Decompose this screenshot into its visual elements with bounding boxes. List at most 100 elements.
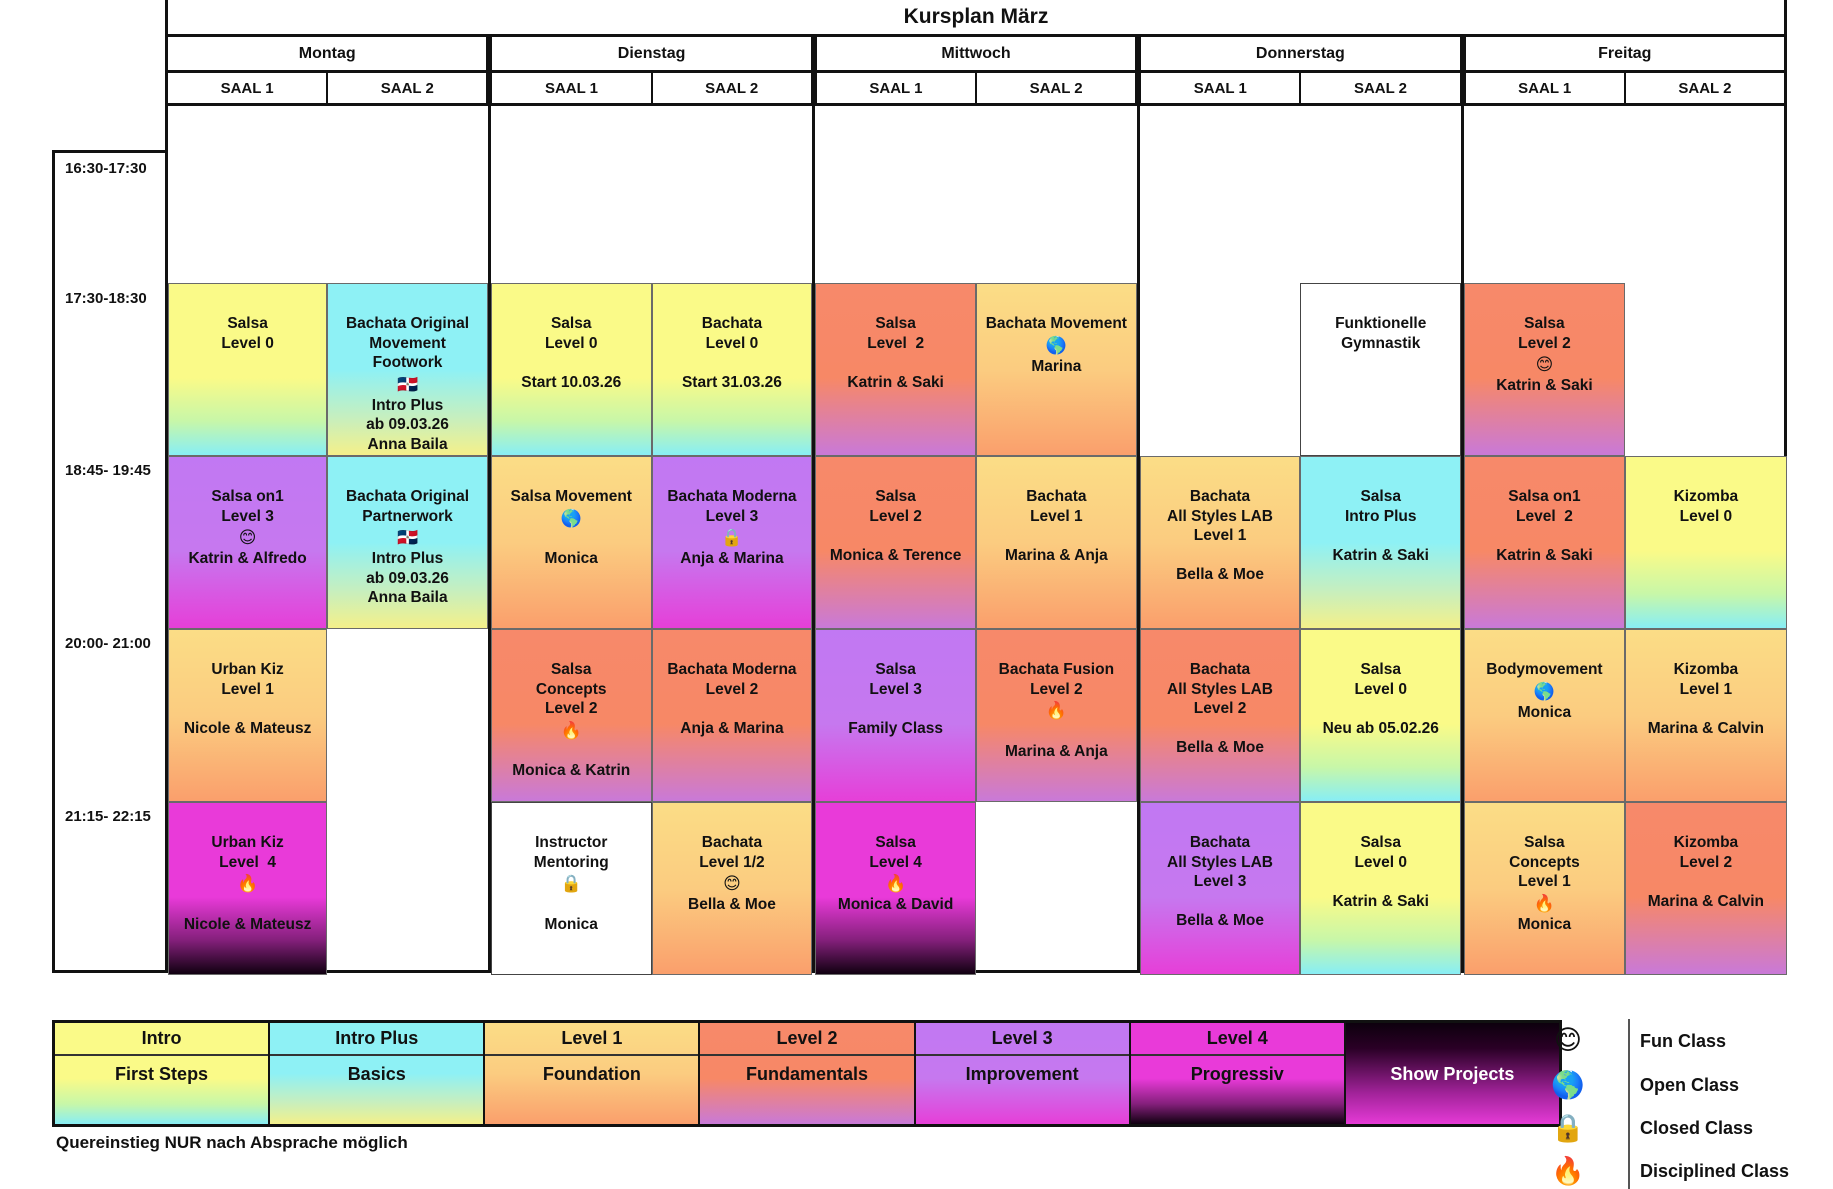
course-cell[interactable]: Salsa Level 0 Start 10.03.26	[490, 283, 652, 456]
legend-level-plus: Intro Plus Basics	[268, 1023, 484, 1124]
icon-legend-label: Disciplined Class	[1640, 1161, 1790, 1181]
course-text: Intro Plus	[371, 396, 444, 414]
course-text: Footwork	[372, 354, 443, 371]
course-cell[interactable]: Salsa Concepts Level 1 🔥 Monica	[1464, 802, 1625, 975]
course-text: Marina	[1031, 357, 1082, 375]
course-cell[interactable]: Salsa Level 2 😊 Katrin & Saki	[1464, 283, 1625, 456]
course-cell[interactable]: Bachata Fusion Level 2 🔥 Marina & Anja	[976, 629, 1137, 802]
course-cell[interactable]: Salsa Level 2 Monica & Terence	[815, 456, 976, 629]
course-cell[interactable]: Kizomba Level 1 Marina & Calvin	[1624, 629, 1787, 802]
course-cell[interactable]: Salsa Level 4 🔥 Monica & David	[815, 802, 976, 975]
course-text: Salsa	[550, 315, 592, 332]
course-cell[interactable]: Salsa Level 3 Family Class	[815, 629, 976, 802]
course-text: Salsa on1	[211, 488, 284, 505]
course-cell[interactable]: Salsa Intro Plus Katrin & Saki	[1300, 456, 1462, 629]
course-text: Movement	[369, 334, 446, 352]
icon-legend-label: Closed Class	[1640, 1118, 1754, 1138]
disciplined-icon: 🔥	[237, 874, 259, 893]
legend-level-l2: Level 2 Fundamentals	[698, 1023, 914, 1124]
course-text: Bachata Movement	[985, 315, 1127, 332]
closed-icon: 🔒	[1551, 1113, 1585, 1143]
course-cell[interactable]: Bachata Moderna Level 3 🔒 Anja & Marina	[651, 456, 813, 629]
course-text: Bachata Original	[345, 315, 470, 332]
course-cell[interactable]: Instructor Mentoring 🔒 Monica	[490, 802, 652, 975]
open-icon: 🌎	[1551, 1070, 1585, 1100]
hall-header-row: SAAL 1 SAAL 2	[1138, 73, 1463, 106]
course-text: Level 0	[705, 334, 759, 352]
fun-icon: 😊	[723, 874, 741, 893]
course-text: Family Class	[848, 719, 944, 737]
hall-label: SAAL 1	[544, 79, 599, 97]
time-slot-label: 21:15- 22:15	[65, 808, 151, 825]
legend-level-name: Level 1	[485, 1023, 699, 1056]
schedule-grid: Salsa Level 0 Bachata Original Movement Foot…	[165, 98, 1787, 975]
course-text: Monica	[544, 550, 598, 567]
legend-level-description: Improvement	[965, 1064, 1079, 1084]
course-text: Salsa	[1360, 488, 1401, 505]
course-text: Bachata	[1189, 661, 1251, 678]
disciplined-icon: 🔥	[1045, 701, 1067, 720]
time-slot-label: 16:30-17:30	[65, 160, 147, 177]
fun-icon: 😊	[1535, 355, 1554, 374]
fun-icon: 😊	[238, 528, 257, 547]
course-text: Bachata	[1189, 488, 1251, 505]
course-text: Marina & Calvin	[1647, 892, 1765, 910]
course-text: Level 0	[1679, 507, 1733, 525]
course-text: Urban Kiz	[211, 661, 284, 678]
hall-label: SAAL 2	[1299, 73, 1459, 103]
course-cell[interactable]: Bachata All Styles LAB Level 1 Bella & Moe	[1139, 456, 1301, 629]
course-cell[interactable]: Bachata All Styles LAB Level 3 Bella & Moe	[1139, 802, 1301, 975]
course-text: Bachata	[701, 315, 763, 332]
course-text: Katrin & Saki	[847, 373, 944, 391]
course-cell[interactable]: Bachata Level 1 Marina & Anja	[976, 456, 1137, 629]
course-text: Gymnastik	[1341, 334, 1421, 352]
course-cell[interactable]: Salsa on1 Level 3 😊 Katrin & Alfredo	[168, 456, 328, 629]
course-text: Anja & Marina	[680, 719, 784, 737]
course-cell[interactable]: Salsa Level 0 Katrin & Saki	[1300, 802, 1462, 975]
course-cell[interactable]: Salsa Movement 🌎 Monica	[490, 456, 652, 629]
course-cell[interactable]: Bachata All Styles LAB Level 2 Bella & Moe	[1139, 629, 1301, 802]
course-cell[interactable]: Bachata Original Movement Footwork 🇩🇴 Intro …	[327, 283, 488, 456]
course-text: Nicole & Mateusz	[183, 719, 312, 737]
course-cell[interactable]: Salsa Level 0 Neu ab 05.02.26	[1300, 629, 1462, 802]
course-text: Nicole & Mateusz	[183, 915, 312, 933]
course-cell[interactable]: Bachata Level 1/2 😊 Bella & Moe	[651, 802, 813, 975]
day-column-header: Donnerstag SAAL 1 SAAL 2	[1138, 37, 1463, 106]
course-cell[interactable]: Bachata Level 0 Start 31.03.26	[651, 283, 813, 456]
disciplined-icon: 🔥	[885, 874, 907, 893]
course-cell[interactable]: Kizomba Level 2 Marina & Calvin	[1624, 802, 1787, 975]
disciplined-icon: 🔥	[1551, 1156, 1585, 1186]
course-text: Katrin & Alfredo	[188, 550, 307, 567]
day-name: Montag	[165, 37, 490, 73]
hall-header-row: SAAL 1 SAAL 2	[489, 73, 814, 106]
legend-level-name: Level 3	[915, 1023, 1129, 1056]
course-text: All Styles LAB	[1167, 507, 1273, 525]
course-cell[interactable]: Salsa on1 Level 2 Katrin & Saki	[1464, 456, 1625, 629]
legend-level-description: Basics	[347, 1064, 406, 1084]
course-cell[interactable]: Bachata Original Partnerwork 🇩🇴 Intro Plus a…	[327, 456, 488, 629]
course-text: Funktionelle	[1335, 315, 1427, 332]
icon-legend-divider	[1628, 1019, 1630, 1189]
closed-icon: 🔒	[721, 528, 743, 547]
legend-level-description: Foundation	[542, 1064, 641, 1084]
day-name: Donnerstag	[1138, 37, 1463, 73]
course-cell[interactable]: Urban Kiz Level 1 Nicole & Mateusz	[168, 629, 328, 802]
course-text: Anna Baila	[367, 589, 448, 606]
course-cell[interactable]: Bodymovement 🌎 Monica	[1464, 629, 1625, 802]
open-icon: 🌎	[1045, 335, 1067, 355]
course-text: Level 3	[1193, 873, 1247, 890]
course-cell[interactable]: Kizomba Level 0	[1624, 456, 1787, 629]
legend-level-l3: Level 3 Improvement	[913, 1023, 1129, 1124]
course-cell[interactable]: Salsa Concepts Level 2 🔥 Monica & Katrin	[490, 629, 652, 802]
course-text: Bodymovement	[1486, 661, 1603, 678]
course-text: Monica & David	[837, 896, 954, 913]
course-cell[interactable]: Bachata Moderna Level 2 Anja & Marina	[651, 629, 813, 802]
course-cell[interactable]: Salsa Level 2 Katrin & Saki	[815, 283, 976, 456]
course-text: Level 0	[1354, 680, 1408, 698]
course-cell[interactable]: Urban Kiz Level 4 🔥 Nicole & Mateusz	[168, 802, 328, 975]
course-cell[interactable]: Bachata Movement 🌎 Marina	[976, 283, 1137, 456]
course-text: Start 10.03.26	[521, 373, 622, 391]
course-cell[interactable]: Funktionelle Gymnastik	[1300, 283, 1462, 456]
course-text: Bella & Moe	[1176, 912, 1264, 929]
course-cell[interactable]: Salsa Level 0	[168, 283, 328, 456]
